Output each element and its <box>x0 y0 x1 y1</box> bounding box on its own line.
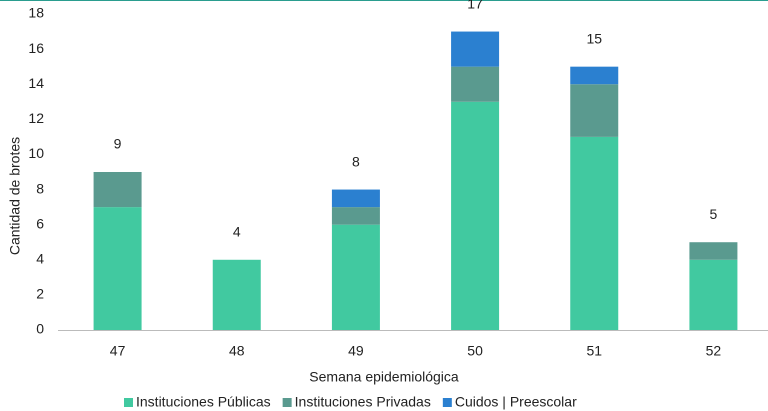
total-label: 15 <box>586 30 602 46</box>
bar-segment <box>689 259 738 330</box>
legend-swatch <box>282 398 292 407</box>
bar-segment <box>570 136 619 330</box>
legend-label: Instituciones Públicas <box>136 394 271 410</box>
x-tick-label: 50 <box>467 343 483 359</box>
bar-segment <box>331 207 380 225</box>
y-tick-label: 6 <box>36 215 44 231</box>
y-tick-label: 0 <box>36 321 44 337</box>
total-label: 8 <box>352 153 360 169</box>
legend-swatch <box>124 398 133 407</box>
bar-segment <box>331 224 380 330</box>
x-tick-label: 52 <box>706 343 722 359</box>
bar-segment <box>451 101 500 331</box>
x-axis-title: Semana epidemiológica <box>309 369 459 385</box>
bar-segment <box>689 242 738 260</box>
legend-label: Instituciones Privadas <box>295 394 431 410</box>
x-tick-label: 47 <box>110 343 126 359</box>
bar-segment <box>93 207 142 330</box>
y-tick-label: 4 <box>36 250 44 266</box>
total-label: 17 <box>467 0 483 11</box>
total-label: 9 <box>114 136 122 152</box>
bar-segment <box>570 84 619 137</box>
x-tick-label: 51 <box>586 343 602 359</box>
y-tick-label: 2 <box>36 286 44 302</box>
x-tick-label: 48 <box>229 343 245 359</box>
bar-segment <box>570 66 619 85</box>
bar-segment <box>451 31 500 67</box>
y-axis-title: Cantidad de brotes <box>7 137 23 255</box>
y-tick-label: 12 <box>28 110 44 126</box>
y-tick-label: 10 <box>28 145 44 161</box>
y-tick-label: 14 <box>28 75 44 91</box>
bar-segment <box>212 259 261 330</box>
y-tick-label: 18 <box>28 5 44 21</box>
legend-swatch <box>442 398 452 407</box>
legend-label: Cuidos | Preescolar <box>455 394 577 410</box>
bar-segment <box>93 172 142 208</box>
x-tick-label: 49 <box>348 343 364 359</box>
y-tick-label: 8 <box>36 180 44 196</box>
total-label: 5 <box>710 206 718 222</box>
total-label: 4 <box>233 223 241 239</box>
y-tick-label: 16 <box>28 40 44 56</box>
bar-segment <box>331 189 380 208</box>
bar-segment <box>451 66 500 102</box>
